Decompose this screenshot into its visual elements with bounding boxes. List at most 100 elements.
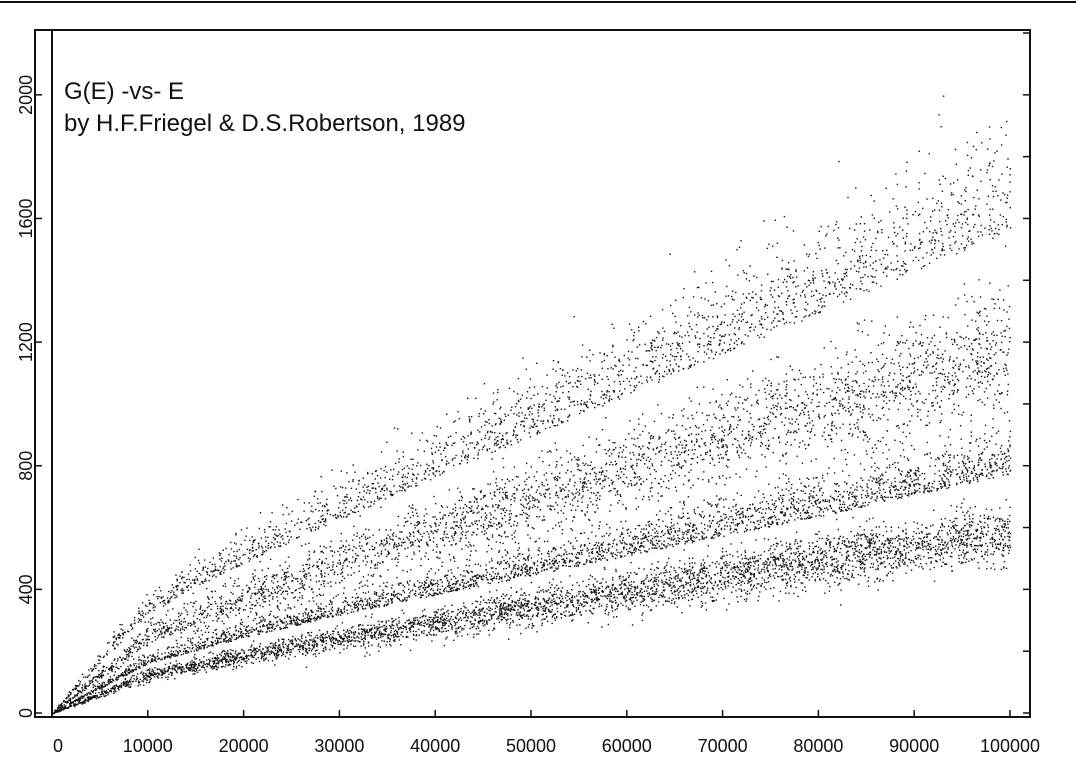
scatter-point bbox=[281, 638, 283, 640]
scatter-point bbox=[437, 609, 439, 611]
scatter-point bbox=[917, 543, 919, 545]
scatter-point bbox=[603, 567, 606, 569]
scatter-point bbox=[478, 621, 480, 623]
scatter-point bbox=[851, 493, 853, 495]
scatter-point bbox=[421, 616, 423, 618]
scatter-point bbox=[571, 614, 573, 616]
scatter-point bbox=[128, 680, 131, 682]
scatter-point bbox=[501, 611, 503, 613]
scatter-point bbox=[502, 604, 504, 607]
scatter-point bbox=[788, 556, 791, 558]
x-tick-label: 40000 bbox=[410, 736, 460, 756]
scatter-point bbox=[789, 543, 792, 545]
scatter-point bbox=[705, 575, 708, 577]
scatter-point bbox=[84, 701, 86, 704]
scatter-point bbox=[607, 594, 609, 596]
scatter-point bbox=[441, 627, 443, 630]
scatter-point bbox=[846, 557, 849, 559]
scatter-point bbox=[612, 589, 614, 591]
scatter-point bbox=[966, 546, 968, 548]
scatter-point bbox=[787, 568, 789, 570]
scatter-point bbox=[941, 530, 943, 532]
scatter-point bbox=[870, 533, 872, 535]
scatter-point bbox=[913, 492, 916, 495]
scatter-point bbox=[482, 625, 485, 627]
scatter-point bbox=[107, 692, 110, 694]
scatter-point bbox=[630, 588, 632, 590]
scatter-point bbox=[313, 646, 315, 648]
scatter-point bbox=[289, 640, 292, 642]
scatter-point bbox=[673, 524, 675, 526]
scatter-point bbox=[786, 545, 788, 548]
scatter-point bbox=[927, 557, 930, 559]
scatter-point bbox=[598, 603, 601, 605]
scatter-point bbox=[695, 590, 697, 592]
scatter-point bbox=[377, 636, 380, 639]
scatter-point bbox=[67, 707, 70, 709]
scatter-point bbox=[454, 616, 457, 618]
scatter-point bbox=[137, 685, 139, 687]
scatter-point bbox=[799, 553, 801, 555]
scatter-point bbox=[621, 592, 623, 594]
scatter-point bbox=[781, 552, 783, 554]
scatter-point bbox=[245, 657, 248, 659]
scatter-point bbox=[781, 579, 784, 581]
scatter-point bbox=[63, 708, 65, 710]
scatter-point bbox=[98, 696, 100, 698]
scatter-point bbox=[477, 633, 480, 635]
scatter-point bbox=[99, 693, 102, 696]
scatter-point bbox=[1002, 555, 1004, 557]
scatter-point bbox=[668, 585, 670, 587]
scatter-point bbox=[664, 533, 666, 535]
scatter-point bbox=[315, 655, 317, 657]
scatter-point bbox=[713, 584, 715, 587]
scatter-point bbox=[657, 567, 659, 570]
scatter-point bbox=[956, 506, 958, 508]
scatter-point bbox=[576, 581, 578, 584]
scatter-point bbox=[579, 590, 581, 593]
scatter-point bbox=[173, 667, 176, 669]
scatter-point bbox=[777, 576, 780, 578]
scatter-point bbox=[613, 594, 615, 596]
scatter-point bbox=[218, 661, 220, 663]
scatter-point bbox=[171, 668, 174, 671]
scatter-point bbox=[963, 557, 965, 559]
scatter-point bbox=[348, 640, 350, 643]
scatter-point bbox=[538, 586, 540, 588]
scatter-point bbox=[779, 494, 782, 497]
scatter-point bbox=[305, 649, 307, 651]
scatter-point bbox=[697, 581, 699, 584]
scatter-point bbox=[860, 544, 862, 546]
scatter-point bbox=[957, 537, 960, 539]
y-tick-label: 0 bbox=[16, 708, 36, 718]
scatter-point bbox=[934, 473, 936, 475]
scatter-point bbox=[221, 652, 223, 654]
scatter-point bbox=[820, 568, 822, 570]
scatter-point bbox=[652, 592, 654, 595]
scatter-point bbox=[969, 544, 971, 546]
scatter-point bbox=[683, 586, 685, 588]
scatter-point bbox=[702, 567, 705, 569]
scatter-point bbox=[473, 633, 475, 636]
scatter-point bbox=[204, 669, 206, 671]
scatter-point bbox=[482, 619, 484, 621]
scatter-point bbox=[171, 672, 173, 674]
scatter-point bbox=[215, 628, 217, 631]
scatter-point bbox=[794, 540, 796, 543]
scatter-point bbox=[640, 588, 642, 590]
scatter-point bbox=[271, 651, 273, 653]
scatter-point bbox=[319, 636, 321, 638]
scatter-point bbox=[936, 489, 938, 492]
scatter-point bbox=[812, 547, 815, 550]
scatter-point bbox=[678, 566, 680, 569]
scatter-point bbox=[789, 546, 791, 548]
scatter-point bbox=[685, 571, 688, 573]
scatter-point bbox=[765, 588, 767, 590]
scatter-point bbox=[703, 572, 705, 575]
scatter-point bbox=[975, 551, 978, 554]
scatter-point bbox=[879, 563, 881, 565]
scatter-point bbox=[236, 661, 238, 664]
scatter-point bbox=[197, 649, 200, 651]
scatter-point bbox=[515, 601, 517, 603]
scatter-point bbox=[291, 642, 294, 645]
